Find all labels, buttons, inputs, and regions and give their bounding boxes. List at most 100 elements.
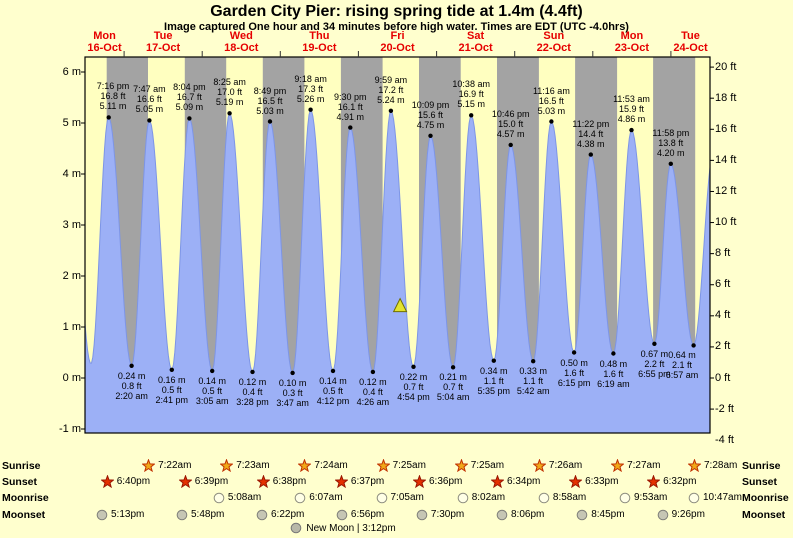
annotation-line: 0.33 m [519,366,547,377]
sunrise-event: 7:22am [142,459,191,472]
low-tide-dot [210,368,215,374]
sunrise-event: 7:28am [688,459,737,472]
annotation-line: 0.22 m [399,371,428,382]
low-tide-dot [250,369,255,375]
low-tide-annotation: 0.10 m 0.3 ft 3:47 am [266,378,320,408]
low-tide-annotation: 0.33 m 1.1 ft 5:42 am [506,366,560,396]
new-moon-footer: New Moon | 3:12pm [258,522,428,534]
sunset-event: 6:39pm [178,475,228,488]
right-axis-label: 8 ft [715,247,731,260]
high-tide-dot [267,119,273,124]
low-tide-dot [611,351,616,356]
annotation-line: 14.4 ft [578,128,604,139]
annotation-line: 16.1 ft [337,101,363,112]
moonset-icon [416,509,428,520]
low-tide-annotation: 0.48 m 1.6 ft 6:19 am [586,359,640,389]
moonset-event: 5:48pm [176,508,224,521]
moonrise-event: 8:58am [538,491,586,504]
annotation-line: 5.15 m [457,99,485,110]
annotation-line: 16.9 ft [458,89,484,100]
sunset-event: 6:33pm [569,475,618,488]
annotation-line: 3:47 am [276,397,309,408]
sunrise-star-icon [454,459,468,472]
annotation-line: 5.09 m [175,102,204,113]
annotation-line: 4.38 m [577,138,605,149]
high-tide-annotation: 9:59 am 17.2 ft 5.24 m [364,75,418,105]
day-name: Tue [681,30,700,42]
moonrise-time: 6:07am [309,492,343,503]
left-axis-label: 2 m [62,269,81,282]
annotation-line: 4:12 pm [316,395,350,406]
annotation-line: 3:28 pm [236,396,269,407]
annotation-line: 0.24 m [117,370,146,381]
day-date: 20-Oct [380,41,415,54]
sunset-event: 6:36pm [413,475,462,488]
moonset-time: 5:13pm [111,509,145,520]
annotation-line: 9:59 am [374,74,408,85]
day-header: Fri 20-Oct [363,30,433,54]
sunset-time: 6:34pm [507,476,541,487]
high-tide-dot [106,115,111,120]
day-header: Mon 23-Oct [597,30,667,54]
day-date: 24-Oct [673,41,708,54]
sunrise-time: 7:24am [314,460,348,471]
annotation-line: 10:46 pm [491,108,530,119]
sunrise-star-icon [376,459,390,472]
sunrise-time: 7:26am [548,460,583,471]
moonset-icon [336,509,348,520]
day-header: Thu 19-Oct [284,30,354,54]
day-date: 19-Oct [302,41,337,54]
moonrise-event: 10:47am [688,491,742,504]
sunrise-time: 7:27am [627,460,661,471]
sunset-star-icon [413,475,426,488]
moonrise-event: 5:08am [213,491,261,504]
low-tide-annotation: 0.34 m 1.1 ft 5:35 pm [467,366,521,396]
annotation-line: 0.34 m [480,365,508,376]
annotation-line: 15.0 ft [498,118,524,129]
low-tide-dot [491,358,496,363]
day-header: Sat 21-Oct [441,30,511,54]
sunset-star-icon [491,475,504,488]
annotation-line: 2.1 ft [671,360,692,371]
new-moon-icon [291,522,302,534]
low-tide-dot [652,341,657,346]
left-axis-label: 6 m [62,65,81,78]
moonrise-row-label-right: Moonrise [742,492,789,504]
low-tide-annotation: 0.22 m 0.7 ft 4:54 pm [387,372,441,402]
moonset-event: 8:45pm [576,508,625,521]
moonrise-time: 9:53am [634,492,668,503]
left-axis-label: 5 m [62,116,81,129]
high-tide-dot [308,107,313,112]
low-tide-dot [531,359,536,364]
day-date: 22-Oct [536,41,571,54]
annotation-line: 1.6 ft [564,367,585,378]
high-tide-annotation: 11:22 pm 14.4 ft 4.38 m [564,119,618,149]
annotation-line: 0.14 m [319,375,347,386]
annotation-line: 1.6 ft [603,368,624,379]
annotation-line: 6:15 pm [557,377,591,388]
new-moon-label: New Moon | 3:12pm [306,522,396,534]
high-tide-annotation: 11:58 pm 13.8 ft 4.20 m [644,128,698,158]
annotation-line: 16.5 ft [257,95,283,106]
high-tide-dot [428,133,433,138]
annotation-line: 0.67 m [640,348,669,359]
annotation-line: 8:04 pm [173,82,206,93]
day-date: 18-Oct [224,41,259,54]
low-tide-annotation: 0.14 m 0.5 ft 4:12 pm [306,376,360,406]
annotation-line: 0.5 ft [322,385,343,396]
sunset-star-icon [569,475,583,488]
high-tide-annotation: 10:38 am 16.9 ft 5.15 m [444,79,498,109]
chart-border [84,56,711,434]
annotation-line: 0.7 ft [403,381,424,392]
sunset-star-icon [256,475,270,488]
current-tide-marker [392,297,408,313]
high-tide-dot [549,119,554,124]
sunset-event: 6:40pm [100,475,150,488]
day-date: 17-Oct [145,41,181,54]
day-header: Wed 18-Oct [206,30,276,54]
low-tide-annotation: 0.16 m 0.5 ft 2:41 pm [145,375,199,405]
sunset-row-label-right: Sunset [742,476,778,488]
moonrise-time: 7:05am [390,492,424,503]
moonrise-time: 5:08am [227,492,262,503]
annotation-line: 11:16 am [532,85,570,96]
